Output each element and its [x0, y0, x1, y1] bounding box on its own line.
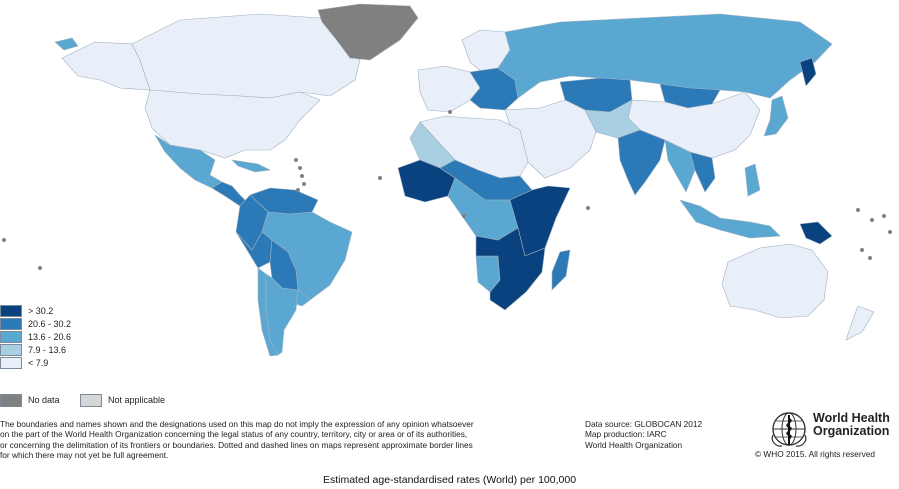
region-uruguay	[295, 289, 311, 307]
region-southern-africa	[475, 227, 546, 311]
region-usa	[144, 89, 321, 159]
map-caption: Estimated age-standardised rates (World)…	[322, 474, 577, 486]
region-kamchatka	[799, 57, 817, 87]
data-source-line: Data source: GLOBOCAN 2012	[585, 419, 703, 429]
disclaimer-line: for which there may not yet be full agre…	[0, 449, 169, 460]
region-indochina	[689, 151, 716, 193]
region-papua-new-guinea	[799, 221, 833, 245]
legend-item-class-5: < 7.9	[0, 357, 80, 370]
region-india	[617, 129, 666, 196]
region-argentina	[265, 273, 299, 356]
legend-item-class-2: 20.6 - 30.2	[0, 318, 80, 331]
legend-swatch	[0, 357, 22, 369]
who-name-line: Organization	[813, 424, 890, 438]
region-iceland	[54, 37, 79, 51]
organization-line: World Health Organization	[585, 439, 683, 450]
not-applicable-label: Not applicable	[108, 395, 166, 405]
island-markers	[2, 110, 892, 270]
copyright-text: © WHO 2015. All rights reserved	[755, 449, 876, 459]
region-indonesia	[679, 199, 781, 239]
region-japan	[763, 95, 789, 137]
source-info: Data source: GLOBOCAN 2012 Map productio…	[585, 419, 702, 450]
region-australia	[721, 243, 829, 319]
legend-label: 13.6 - 20.6	[28, 332, 72, 342]
legend-swatch	[0, 344, 22, 356]
legend-item-class-4: 7.9 - 13.6	[0, 344, 80, 357]
legend-item-class-3: 13.6 - 20.6	[0, 331, 80, 344]
region-central-america	[211, 181, 249, 207]
legend-item-class-1: > 30.2	[0, 305, 80, 318]
map-production-line: Map production: IARC	[585, 429, 667, 440]
who-name-line: World Health	[813, 411, 890, 425]
no-data-swatch	[0, 394, 22, 407]
legend-label: > 30.2	[28, 306, 54, 316]
legend-swatch	[0, 305, 22, 317]
region-central-asia	[584, 99, 641, 139]
legend-swatch	[0, 331, 22, 343]
disclaimer-line: or concerning the delimitation of its fr…	[0, 439, 473, 450]
not-applicable-swatch	[80, 394, 102, 407]
disclaimer-text: The boundaries and names shown and the d…	[0, 419, 560, 460]
legend-label: < 7.9	[28, 358, 49, 368]
who-emblem-icon	[771, 412, 807, 447]
region-greenland	[317, 3, 419, 61]
region-philippines	[744, 163, 761, 197]
who-name: World Health Organization	[813, 412, 890, 438]
region-new-zealand	[845, 305, 875, 341]
disclaimer-line: on the part of the World Health Organiza…	[0, 429, 468, 440]
region-madagascar	[551, 249, 571, 291]
region-caribbean	[231, 159, 272, 173]
legend-label: 20.6 - 30.2	[28, 319, 72, 329]
legend-label: 7.9 - 13.6	[28, 345, 67, 355]
who-logo: World Health Organization	[768, 409, 898, 449]
no-data-label: No data	[28, 395, 60, 405]
disclaimer-line: The boundaries and names shown and the d…	[0, 419, 474, 429]
legend-swatch	[0, 318, 22, 330]
